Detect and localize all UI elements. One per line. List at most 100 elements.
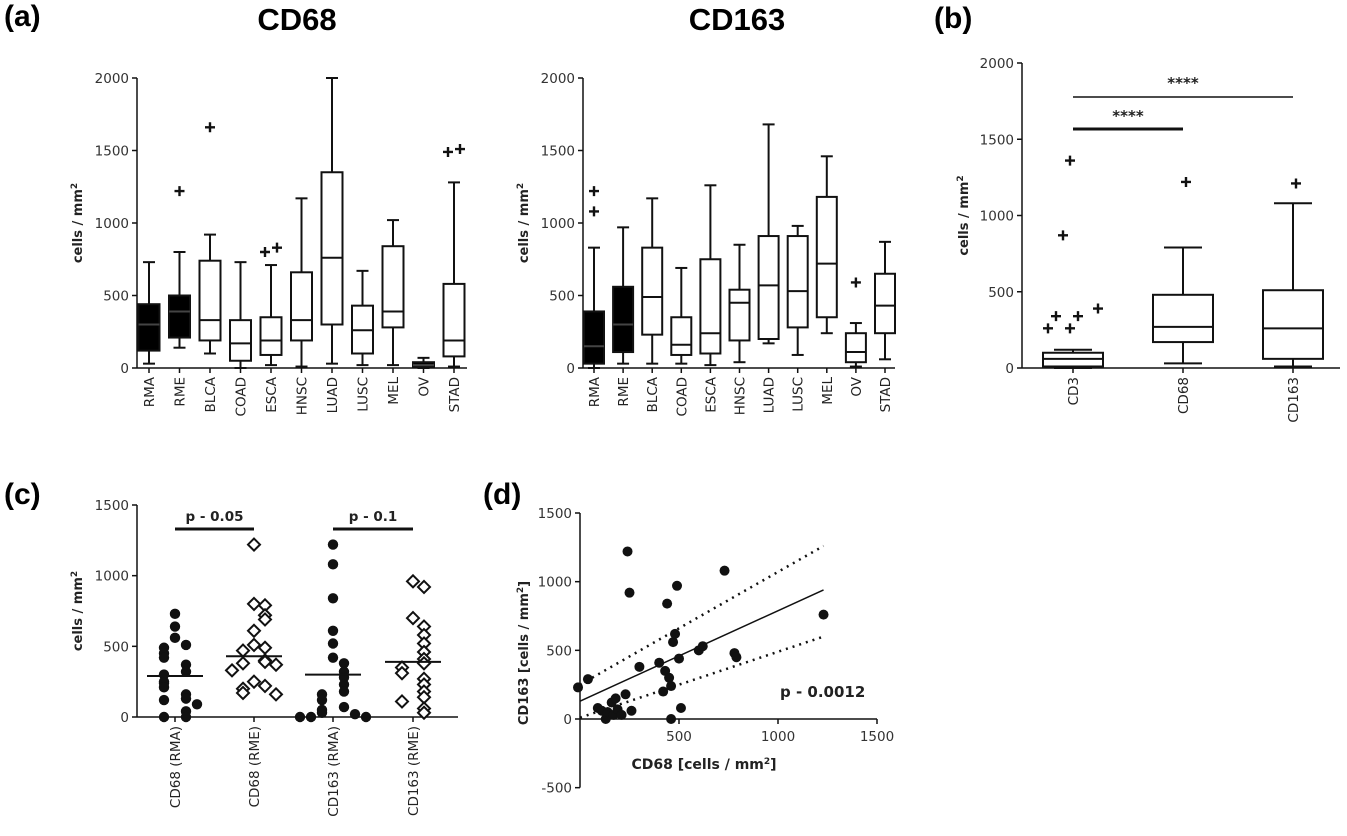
chart-b-y-tick-label: 1000 (980, 209, 1014, 225)
chart-d-y-tick-label: 0 (563, 712, 572, 728)
box-stad (442, 282, 466, 358)
outlier-marker (455, 144, 465, 155)
box-ov (844, 332, 867, 364)
data-point (719, 565, 730, 576)
confidence-band-lower (579, 635, 824, 719)
category-label: COAD (674, 377, 690, 416)
chart-title-cd163: CD163 (689, 2, 786, 37)
chart-a2-y-axis-label: cells / mm2 (516, 183, 532, 263)
data-point (658, 686, 669, 697)
data-point-circle (327, 559, 339, 570)
data-point-diamond (224, 662, 240, 678)
data-point (573, 682, 584, 693)
data-point-circle (327, 593, 339, 604)
scatter-cd68-cd163: -500 0 500 1000 1500 CD163 [cells / mm2] 500 10… (516, 506, 894, 797)
chart-a1-y-tick-label: 500 (103, 289, 129, 305)
data-point (624, 587, 635, 598)
data-point-diamond (257, 640, 273, 656)
box-lusc (786, 235, 809, 329)
category-label: BLCA (645, 376, 661, 412)
category-label: CD3 (1066, 377, 1082, 405)
chart-a2-y-tick-label: 1500 (541, 144, 575, 160)
data-point-circle (169, 608, 181, 620)
box-rme (612, 285, 635, 354)
data-point-circle (191, 699, 203, 710)
chart-d-y-axis-label: CD163 [cells / mm2] (516, 581, 532, 725)
data-point-circle (169, 632, 181, 644)
data-point (610, 693, 621, 704)
category-label: ESCA (264, 376, 280, 413)
data-point (818, 609, 829, 620)
p-value-annotation: p - 0.0012 (780, 683, 865, 701)
data-point-diamond (246, 623, 262, 639)
outlier-marker (443, 146, 453, 157)
category-label: LUSC (356, 377, 372, 412)
chart-d-y-tick-label: 1000 (538, 575, 572, 591)
data-point-circle (327, 539, 339, 550)
box-plot-cd68: 0 500 1000 1500 2000 cells / mm2 RMA RME BLCA COA… (70, 71, 467, 416)
box-esca (699, 258, 722, 355)
category-label: CD163 (RME) (406, 726, 422, 816)
significance-label: p - 0.1 (349, 509, 398, 525)
data-point (666, 681, 677, 692)
box-rma (137, 303, 161, 352)
chart-d-y-tick-label: 1500 (538, 506, 572, 522)
outlier-marker (1291, 178, 1301, 189)
data-point-diamond (246, 674, 262, 690)
chart-a1-y-tick-label: 2000 (95, 71, 129, 87)
data-point-diamond (246, 596, 262, 612)
data-point-circle (349, 708, 361, 720)
box-plot-cd163: 0 500 1000 1500 2000 cells / mm2 RMA RME BLCA COA… (516, 71, 896, 416)
data-point-diamond (268, 686, 284, 702)
box-blca (641, 246, 664, 336)
box-luad (320, 171, 344, 326)
data-point (662, 598, 673, 609)
data-point (668, 637, 679, 648)
data-point (666, 714, 677, 724)
outlier-marker (272, 242, 282, 253)
category-label: MEL (386, 377, 402, 405)
category-label: STAD (878, 377, 894, 412)
chart-d-x-tick-label: 500 (666, 729, 692, 745)
category-label: HNSC (295, 377, 311, 415)
outlier-marker (850, 277, 861, 288)
outlier-marker (260, 247, 270, 257)
panel-label-c: (c) (4, 478, 41, 511)
data-point-circle (158, 694, 170, 706)
data-point-circle (180, 693, 192, 704)
chart-a1-y-tick-label: 1500 (95, 144, 129, 160)
outlier-marker (589, 206, 599, 217)
data-point (731, 652, 742, 663)
category-label: RME (616, 377, 632, 407)
box-mel (815, 195, 838, 319)
box-rma (583, 310, 605, 365)
data-point-diamond (394, 665, 410, 681)
data-point-circle (360, 711, 372, 723)
data-point-diamond (235, 643, 251, 658)
data-point-diamond (257, 654, 273, 670)
category-label: CD163 (1286, 377, 1302, 423)
category-label: HNSC (733, 377, 749, 415)
panel-label-d: (d) (483, 478, 521, 511)
data-point-diamond (268, 657, 284, 673)
data-point (670, 628, 681, 639)
data-point-circle (180, 666, 192, 677)
category-label: OV (417, 376, 433, 396)
chart-b-y-tick-label: 1500 (980, 132, 1014, 148)
outlier-marker (589, 186, 599, 197)
data-point-circle (338, 701, 350, 713)
panel-label-b: (b) (934, 2, 972, 35)
chart-c-y-tick-label: 1500 (95, 498, 129, 514)
data-point-circle (338, 658, 350, 669)
chart-c-y-tick-label: 0 (120, 710, 129, 726)
data-point (616, 709, 627, 720)
data-point (697, 641, 708, 652)
data-point-diamond (416, 579, 432, 595)
category-label: LUAD (325, 377, 341, 413)
data-point (654, 657, 665, 668)
chart-b-y-axis-label: cells / mm2 (956, 175, 972, 255)
significance-label: p - 0.05 (186, 509, 244, 525)
chart-d-x-axis-label: CD68 [cells / mm2] (631, 757, 776, 773)
data-point-circle (294, 711, 306, 723)
box-luad (757, 235, 780, 340)
